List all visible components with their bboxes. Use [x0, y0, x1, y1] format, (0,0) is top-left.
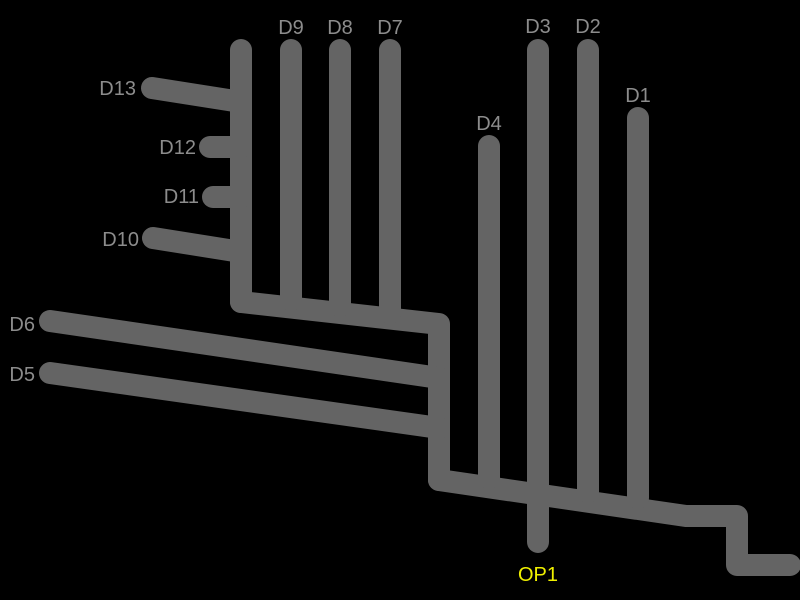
drain-label-d3: D3	[525, 16, 551, 38]
drain-label-d10: D10	[102, 229, 139, 251]
drain-label-d4: D4	[476, 113, 502, 135]
drain-label-d8: D8	[327, 17, 353, 39]
pipe-branch-d10	[142, 227, 252, 263]
drain-label-d5: D5	[9, 364, 35, 386]
drain-label-d1: D1	[625, 85, 651, 107]
pipe-network	[39, 39, 800, 576]
pipe-branch-d6	[39, 310, 450, 389]
pipe-branch-d13	[141, 77, 252, 113]
label-layer: D9 D8 D7 D3 D2 D1 D4 D13 D12 D11 D10 D6 …	[9, 16, 650, 586]
outlet-label-op1: OP1	[518, 564, 558, 586]
drain-label-d11: D11	[164, 186, 199, 208]
drain-label-d12: D12	[159, 137, 196, 159]
drain-label-d6: D6	[9, 314, 35, 336]
drain-label-d7: D7	[377, 17, 403, 39]
pipe-branch-d5	[39, 362, 450, 439]
drain-label-d9: D9	[278, 17, 304, 39]
pipe-trunk-main	[428, 469, 800, 576]
drain-label-d2: D2	[575, 16, 601, 38]
drain-label-d13: D13	[99, 78, 136, 100]
